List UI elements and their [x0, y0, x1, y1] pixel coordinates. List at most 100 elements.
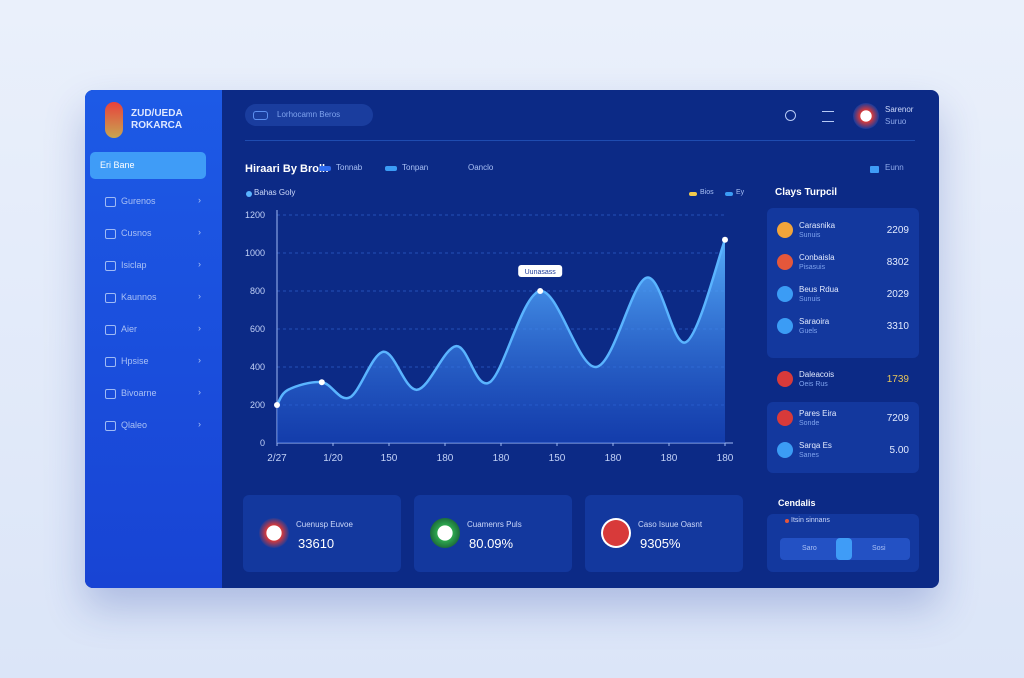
item-icon	[777, 371, 793, 387]
nav-item[interactable]: Eri Bane	[90, 152, 206, 179]
filter-swatch[interactable]	[385, 166, 397, 171]
list-item[interactable]: Conbaisla Pisasuis 8302	[771, 250, 915, 276]
x-tick-label: 1/20	[323, 453, 343, 464]
card-value: 9305%	[640, 536, 681, 551]
card-label: Cuenusp Euvoe	[296, 520, 353, 529]
y-tick-label: 600	[250, 324, 265, 334]
nav-item[interactable]: Gurenos ›	[90, 188, 206, 215]
y-tick-label: 800	[250, 286, 265, 296]
line	[275, 239, 727, 406]
nav-item[interactable]: Hpsise ›	[90, 348, 206, 375]
panel: Itsin sinnans Saro Sosi	[767, 514, 919, 572]
x-tick-label: 180	[437, 453, 454, 464]
item-sub: Oeis Rus	[799, 381, 828, 388]
filter-swatch[interactable]	[451, 166, 463, 171]
avatar[interactable]	[853, 103, 879, 129]
user-role: Suruo	[885, 117, 907, 126]
nav-label: Cusnos	[121, 228, 152, 238]
legend-label: Bios	[700, 189, 714, 196]
list-item[interactable]: Carasnika Sunuis 2209	[771, 218, 915, 244]
card-value: 33610	[298, 536, 335, 551]
point	[722, 236, 728, 243]
nav-icon	[105, 197, 116, 207]
filter-label[interactable]: Tonnab	[336, 163, 363, 172]
nav-arrow: ›	[198, 195, 201, 205]
chart-subtitle: Bahas Goly	[254, 188, 296, 197]
item-value: 5.00	[889, 445, 909, 456]
nav-label: Aier	[121, 324, 138, 334]
brand-line: ROKARCA	[131, 120, 183, 131]
nav-label: Kaunnos	[121, 292, 157, 302]
nav-item[interactable]: Cusnos ›	[90, 220, 206, 247]
bottom-label: Itsin sinnans	[791, 517, 830, 524]
legend-swatch	[725, 192, 733, 196]
y-tick-label: 400	[250, 362, 265, 372]
nav-arrow: ›	[198, 355, 201, 365]
export-label[interactable]: Eunn	[885, 163, 904, 172]
search-text: Lorhocamn Beros	[277, 110, 341, 119]
item-name: Saraoira	[799, 317, 830, 326]
nav-item[interactable]: Isiclap ›	[90, 252, 206, 279]
nav-label: Bivoarne	[121, 388, 157, 398]
filter-swatch[interactable]	[319, 166, 331, 171]
item-icon	[777, 286, 793, 302]
area	[277, 239, 725, 443]
item-name: Pares Eira	[799, 409, 837, 418]
filter-label[interactable]: Tonpan	[402, 163, 429, 172]
nav-label: Qlaleo	[121, 420, 148, 430]
search-button[interactable]	[785, 110, 796, 121]
y-tick-label: 1200	[245, 210, 265, 220]
toggle[interactable]: Saro Sosi	[780, 538, 910, 560]
x-tick-label: 2/27	[267, 453, 287, 464]
sidebar: ZUD/UEDA ROKARCA Eri Bane Gurenos › Cusnos ›…	[85, 90, 222, 588]
nav-label: Eri Bane	[100, 160, 135, 170]
legend-swatch	[689, 192, 697, 196]
card-label: Cuamenrs Puls	[467, 520, 522, 529]
item-sub: Sunuis	[799, 232, 821, 239]
item-icon	[777, 318, 793, 334]
point	[537, 288, 544, 294]
list-item[interactable]: Beus Rdua Sunuis 2029	[771, 282, 915, 308]
brand-line: ZUD/UEDA	[131, 108, 183, 119]
item-sub: Guels	[799, 328, 818, 335]
chart-title: Hiraari By Brolk	[245, 163, 329, 175]
point	[318, 379, 325, 386]
item-value: 8302	[886, 257, 909, 268]
stat-card[interactable]: Cuenusp Euvoe 33610	[243, 495, 401, 572]
item-value: 7209	[886, 413, 909, 424]
logo	[105, 102, 123, 138]
list-item[interactable]: Daleacois Oeis Rus 1739	[771, 367, 915, 393]
nav-arrow: ›	[198, 387, 201, 397]
list-item[interactable]: Saraoira Guels 3310	[771, 314, 915, 340]
toggle-option[interactable]: Sosi	[872, 545, 886, 552]
menu-button[interactable]	[822, 111, 834, 122]
item-icon	[777, 442, 793, 458]
toggle-option[interactable]: Saro	[802, 545, 817, 552]
nav-item[interactable]: Bivoarne ›	[90, 380, 206, 407]
export-icon[interactable]	[870, 166, 879, 173]
dashboard: ZUD/UEDA ROKARCA Eri Bane Gurenos › Cusnos ›…	[85, 90, 939, 588]
x-tick-label: 150	[549, 453, 566, 464]
search-box[interactable]: Lorhocamn Beros	[245, 104, 373, 126]
item-icon	[777, 222, 793, 238]
nav-item[interactable]: Kaunnos ›	[90, 284, 206, 311]
list-item[interactable]: Sarqa Es Sanes 5.00	[771, 438, 915, 464]
x-tick-label: 180	[493, 453, 510, 464]
item-name: Sarqa Es	[799, 441, 832, 450]
item-sub: Sanes	[799, 452, 819, 459]
item-name: Beus Rdua	[799, 285, 839, 294]
y-tick-label: 200	[250, 400, 265, 410]
side-bottom-title: Cendalis	[778, 498, 816, 508]
stat-card[interactable]: Caso Isuue Oasnt 9305%	[585, 495, 743, 572]
stat-card[interactable]: Cuamenrs Puls 80.09%	[414, 495, 572, 572]
filter-label[interactable]: Oanclo	[468, 163, 494, 172]
nav-item[interactable]: Aier ›	[90, 316, 206, 343]
item-sub: Pisasuis	[799, 264, 826, 271]
nav-item[interactable]: Qlaleo ›	[90, 412, 206, 439]
x-tick-label: 150	[381, 453, 398, 464]
list-item[interactable]: Pares Eira Sonde 7209	[771, 406, 915, 432]
user-name: Sarenor	[885, 105, 914, 114]
item-sub: Sunuis	[799, 296, 821, 303]
nav-icon	[105, 229, 116, 239]
x-tick-label: 180	[717, 453, 734, 464]
